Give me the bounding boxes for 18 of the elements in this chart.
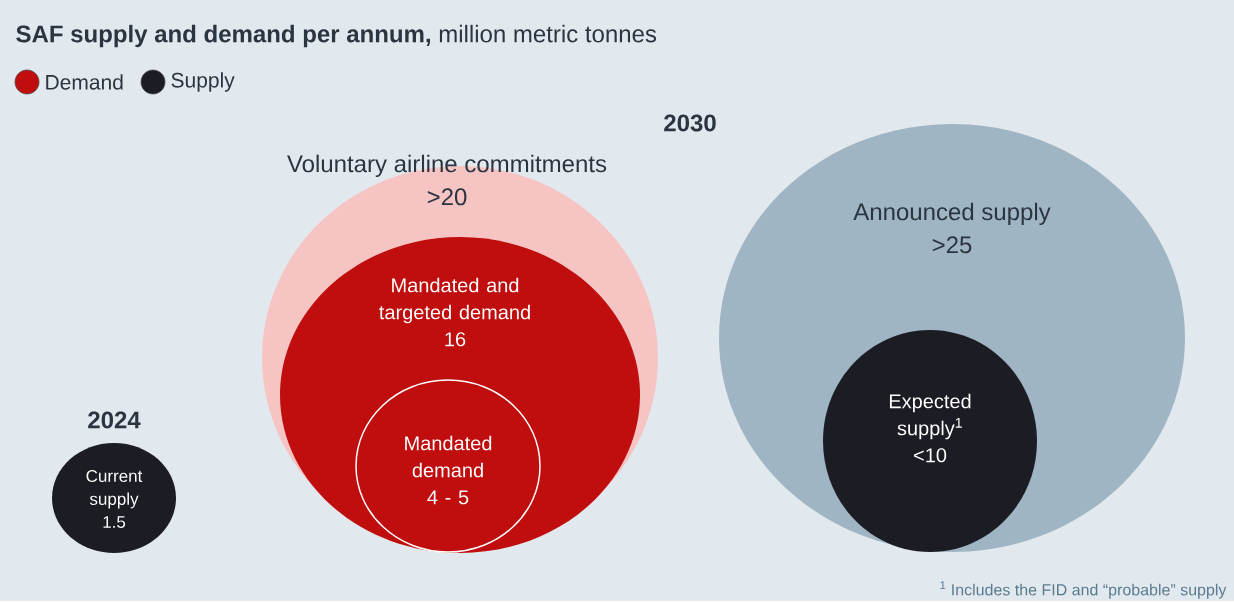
data-label: >25 — [932, 236, 972, 254]
text: $^{1}$ Includes the FID and “probable” supply — [940, 581, 1227, 599]
category-label: Voluntary airline commitments — [287, 154, 607, 178]
legend-label: Supply — [171, 72, 235, 92]
data-label: 4 - 5 — [427, 490, 469, 505]
text: 2030 — [664, 114, 716, 132]
category-label: Announced supply — [853, 202, 1051, 226]
data-label: >20 — [427, 188, 467, 206]
category-label: Expected supply$^{1}$ — [889, 393, 971, 440]
data-label: 1.5 — [103, 516, 126, 529]
category-label: Mandated and targeted demand — [379, 277, 530, 324]
text: 2024 — [88, 411, 141, 429]
category-label: Current supply — [86, 470, 143, 509]
text: SAF supply and demand per annum, million metric tonnes — [16, 24, 657, 48]
data-label: <10 — [914, 448, 947, 463]
category-label: Mandated demand — [405, 435, 492, 478]
legend-label: Demand — [46, 74, 123, 90]
data-label: 16 — [445, 332, 466, 347]
